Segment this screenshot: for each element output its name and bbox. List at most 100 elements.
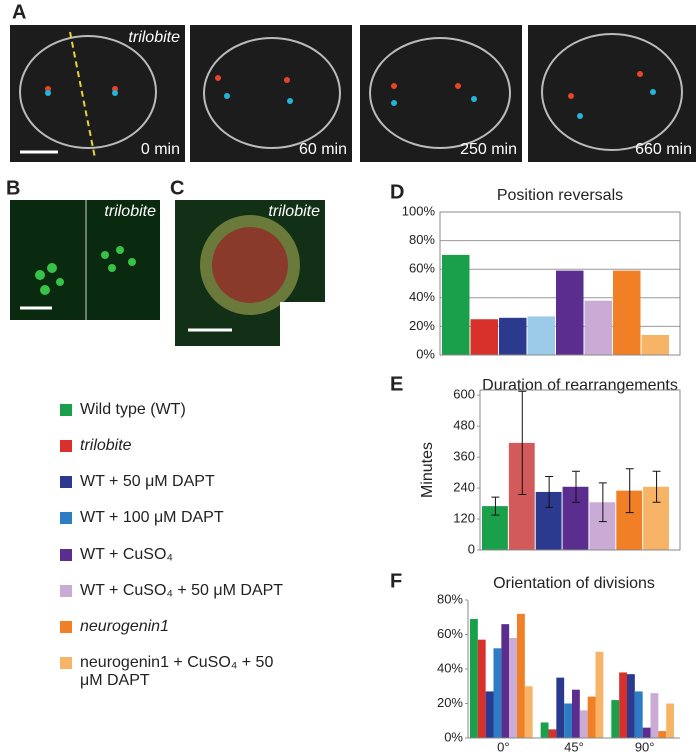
- axes: [467, 600, 680, 739]
- legend-item: neurogenin1: [60, 618, 290, 636]
- bar: [524, 686, 533, 738]
- panel-label: D: [390, 181, 404, 203]
- bar: [509, 637, 517, 738]
- legend-item: WT + 50 μM DAPT: [60, 473, 290, 491]
- y-tick-label: 20%: [437, 695, 463, 710]
- error-bar: [572, 470, 580, 503]
- bar: [477, 639, 486, 738]
- bar: [527, 316, 555, 355]
- chart-title: Position reversals: [497, 187, 623, 204]
- error-bar: [545, 475, 554, 508]
- legend-item: neurogenin1 + CuSO₄ + 50 μM DAPT: [60, 654, 290, 690]
- y-tick-label: 240: [453, 480, 475, 495]
- y-tick-label: 60%: [437, 626, 463, 641]
- bar: [493, 648, 502, 738]
- panel-label: B: [6, 177, 20, 199]
- legend-label: WT + 50 μM DAPT: [80, 473, 215, 490]
- time-label: 660 min: [635, 141, 692, 158]
- legend-swatch: [60, 549, 72, 561]
- time-label: 250 min: [460, 141, 517, 158]
- bar: [548, 729, 557, 738]
- legend-label: WT + 100 μM DAPT: [80, 509, 224, 526]
- error-bar: [652, 470, 661, 503]
- legend-label: trilobite: [80, 437, 132, 454]
- bar: [650, 693, 659, 738]
- plot-frame: [439, 211, 681, 356]
- x-tick-label: 45°: [564, 739, 584, 754]
- bar: [485, 691, 494, 738]
- y-tick-label: 480: [453, 418, 475, 433]
- error-bar: [491, 496, 500, 516]
- bar: [587, 696, 596, 738]
- legend-swatch: [60, 585, 72, 597]
- legend-label: neurogenin1 + CuSO₄ + 50 μM DAPT: [80, 654, 274, 689]
- y-tick-label: 0: [468, 541, 475, 556]
- y-tick-label: 20%: [409, 318, 435, 333]
- time-label: 60 min: [299, 141, 347, 158]
- axis-line: [69, 31, 96, 159]
- bar: [616, 490, 643, 550]
- bar: [470, 618, 478, 738]
- bar: [556, 677, 565, 738]
- panel-label: F: [390, 570, 402, 592]
- error-bar: [518, 390, 527, 496]
- chart-title: Duration of rearrangements: [482, 377, 678, 394]
- y-axis-label: Minutes: [419, 442, 436, 498]
- y-tick-label: 0%: [416, 346, 435, 361]
- bar: [579, 710, 588, 738]
- bar: [619, 672, 627, 738]
- error-bar: [625, 468, 634, 514]
- legend-label: Wild type (WT): [80, 401, 186, 418]
- error-bar: [598, 482, 607, 523]
- bar: [584, 300, 612, 355]
- legend-item: Wild type (WT): [60, 401, 290, 419]
- image-label: trilobite: [128, 29, 180, 46]
- panel-label: A: [12, 1, 26, 23]
- bar: [470, 319, 498, 355]
- y-tick-label: 40%: [437, 660, 463, 675]
- bar: [666, 703, 674, 738]
- bar: [611, 700, 620, 738]
- legend-label: neurogenin1: [80, 618, 169, 635]
- panel-label: E: [390, 373, 403, 395]
- panel-label: C: [170, 177, 184, 199]
- bar: [627, 674, 635, 738]
- legend-item: trilobite: [60, 437, 290, 455]
- chart-title: Orientation of divisions: [493, 575, 655, 592]
- y-tick-label: 360: [453, 449, 475, 464]
- y-tick-label: 600: [453, 387, 475, 402]
- bar: [556, 270, 584, 355]
- bar: [442, 254, 470, 355]
- bar: [564, 703, 572, 738]
- legend-label: WT + CuSO₄ + 50 μM DAPT: [80, 582, 284, 599]
- micrograph: [528, 25, 696, 162]
- inset: [280, 302, 325, 346]
- bar: [613, 270, 641, 355]
- y-tick-label: 120: [453, 510, 475, 525]
- bar: [641, 334, 669, 355]
- y-tick-label: 40%: [409, 289, 435, 304]
- y-tick-label: 0%: [444, 729, 463, 744]
- panel-c: C trilobite: [170, 177, 325, 346]
- micrograph: [360, 25, 522, 162]
- legend-swatch: [60, 512, 72, 524]
- bar: [517, 613, 525, 738]
- cell-clusters: [35, 246, 136, 295]
- legend-item: WT + CuSO₄ + 50 μM DAPT: [60, 582, 290, 600]
- y-tick-label: 60%: [409, 261, 435, 276]
- legend-swatch: [60, 621, 72, 633]
- legend-item: WT + CuSO₄: [60, 546, 290, 564]
- legend-swatch: [60, 657, 72, 669]
- bar: [595, 651, 604, 738]
- bar: [634, 691, 643, 738]
- axes: [479, 389, 681, 551]
- time-label: 0 min: [141, 141, 180, 158]
- embryo-core: [212, 227, 288, 303]
- legend-swatch: [60, 476, 72, 488]
- panel-a: A trilobite 0 min 60 min 250 min 660 min: [10, 1, 696, 162]
- bar: [501, 624, 510, 738]
- legend-swatch: [60, 440, 72, 452]
- legend-label: WT + CuSO₄: [80, 546, 173, 563]
